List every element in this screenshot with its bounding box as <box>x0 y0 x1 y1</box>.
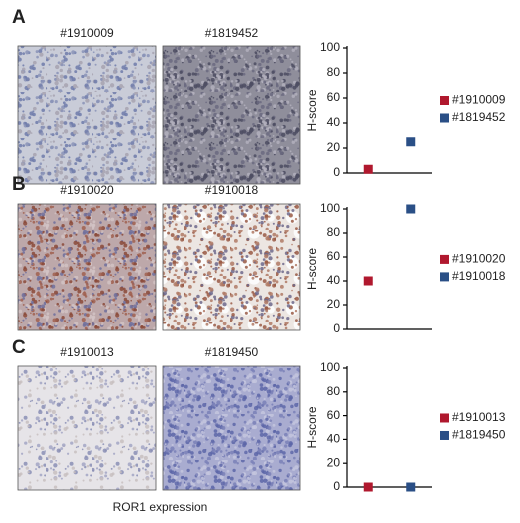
legend-label: #1819450 <box>452 428 506 442</box>
image-title: #1910013 <box>60 345 114 359</box>
y-tick-label: 20 <box>327 297 341 311</box>
legend-label: #1910018 <box>452 269 506 283</box>
figure-caption: ROR1 expression <box>113 500 208 514</box>
legend-label: #1910009 <box>452 93 506 107</box>
y-tick-label: 0 <box>333 165 340 179</box>
legend-swatch <box>440 96 449 105</box>
panel-label: C <box>12 337 26 358</box>
y-tick-label: 20 <box>327 455 341 469</box>
data-point <box>363 482 373 492</box>
y-tick-label: 40 <box>327 115 341 129</box>
micrograph <box>17 203 157 331</box>
y-tick-label: 80 <box>327 225 341 239</box>
y-axis-label: H-score <box>305 89 319 131</box>
y-tick-label: 40 <box>327 432 341 446</box>
data-point <box>406 204 416 214</box>
image-title: #1910009 <box>60 26 114 40</box>
y-tick-label: 0 <box>333 479 340 493</box>
micrograph <box>162 203 301 331</box>
panel-label: B <box>12 174 26 195</box>
image-title: #1910018 <box>205 183 259 197</box>
legend-label: #1910013 <box>452 410 506 424</box>
micrograph <box>162 365 301 491</box>
y-axis-label: H-score <box>305 406 319 448</box>
y-tick-label: 20 <box>327 140 341 154</box>
image-title: #1910020 <box>60 183 114 197</box>
y-tick-label: 100 <box>320 40 340 54</box>
panel-label: A <box>12 7 26 28</box>
legend-swatch <box>440 254 449 264</box>
y-axis-label: H-score <box>305 248 319 290</box>
legend-label: #1819452 <box>452 110 506 124</box>
data-point <box>406 482 416 492</box>
legend-swatch <box>440 430 449 440</box>
y-tick-label: 80 <box>327 384 341 398</box>
y-tick-label: 60 <box>327 90 341 104</box>
y-tick-label: 80 <box>327 65 341 79</box>
legend-swatch <box>440 413 449 423</box>
micrograph <box>162 45 301 185</box>
data-point <box>363 276 373 286</box>
y-tick-label: 0 <box>333 321 340 335</box>
data-point <box>406 137 416 147</box>
data-point <box>363 164 373 174</box>
y-tick-label: 60 <box>327 249 341 263</box>
legend-label: #1910020 <box>452 252 506 266</box>
legend-swatch <box>440 113 449 123</box>
y-tick-label: 100 <box>320 360 340 374</box>
image-title: #1819452 <box>205 26 259 40</box>
y-tick-label: 100 <box>320 201 340 215</box>
micrograph <box>17 365 157 491</box>
legend-swatch <box>440 272 449 282</box>
micrograph <box>17 45 157 185</box>
y-tick-label: 60 <box>327 408 341 422</box>
image-title: #1819450 <box>205 345 259 359</box>
y-tick-label: 40 <box>327 273 341 287</box>
